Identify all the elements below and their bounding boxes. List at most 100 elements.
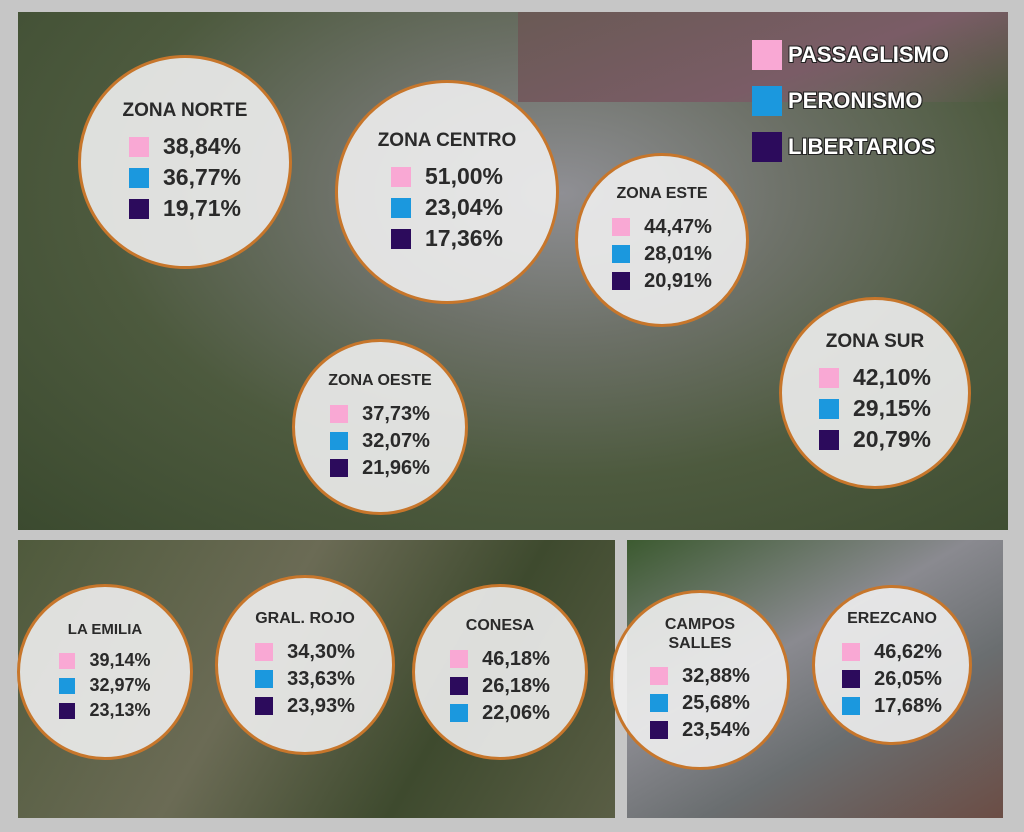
result-row: 20,79%: [818, 426, 931, 453]
swatch: [650, 694, 669, 713]
result-row: 32,07%: [330, 430, 430, 453]
swatch: [390, 166, 411, 187]
legend-label: PERONISMO: [788, 88, 923, 113]
result-row: 29,15%: [818, 395, 931, 422]
swatch: [612, 245, 631, 264]
swatch: [842, 643, 861, 662]
legend: PASSAGLISMO PERONISMO LIBERTARIOS: [752, 32, 949, 170]
zone-circle: ZONA ESTE 44,47% 28,01% 20,91%: [575, 153, 749, 327]
legend-item: PASSAGLISMO: [752, 32, 949, 78]
zone-circle: CAMPOS SALLES 32,88% 25,68% 23,54%: [610, 590, 790, 770]
legend-swatch: [752, 132, 782, 162]
result-row: 17,68%: [842, 695, 942, 718]
legend-item: PERONISMO: [752, 78, 949, 124]
result-row: 38,84%: [128, 133, 241, 160]
result-row: 26,05%: [842, 668, 942, 691]
zone-title: ZONA CENTRO: [377, 129, 517, 151]
percentage: 22,06%: [482, 701, 550, 724]
swatch: [390, 228, 411, 249]
percentage: 20,79%: [852, 426, 931, 453]
percentage: 23,04%: [424, 194, 503, 221]
zone-circle: EREZCANO 46,62% 26,05% 17,68%: [812, 585, 972, 745]
swatch: [818, 429, 839, 450]
percentage: 29,15%: [852, 395, 931, 422]
swatch: [450, 650, 469, 669]
zone-title: ZONA OESTE: [328, 372, 432, 390]
result-row: 33,63%: [255, 668, 355, 691]
swatch: [450, 677, 469, 696]
percentage: 46,18%: [482, 647, 550, 670]
result-row: 21,96%: [330, 457, 430, 480]
result-row: 25,68%: [650, 692, 750, 715]
swatch: [612, 272, 631, 291]
result-row: 51,00%: [390, 163, 503, 190]
zone-title: ZONA NORTE: [122, 99, 248, 121]
result-row: 17,36%: [390, 225, 503, 252]
swatch: [255, 697, 274, 716]
percentage: 38,84%: [162, 133, 241, 160]
result-row: 23,93%: [255, 695, 355, 718]
result-row: 23,54%: [650, 719, 750, 742]
swatch: [255, 670, 274, 689]
swatch: [842, 670, 861, 689]
zone-circle: GRAL. ROJO 34,30% 33,63% 23,93%: [215, 575, 395, 755]
zone-title: CAMPOS SALLES: [664, 616, 736, 652]
zone-circle: LA EMILIA 39,14% 32,97% 23,13%: [17, 584, 193, 760]
percentage: 23,93%: [287, 694, 355, 717]
result-row: 22,06%: [450, 702, 550, 725]
percentage: 28,01%: [644, 242, 712, 265]
percentage: 36,77%: [162, 164, 241, 191]
result-row: 20,91%: [612, 270, 712, 293]
result-row: 34,30%: [255, 641, 355, 664]
percentage: 44,47%: [644, 215, 712, 238]
zone-title: ZONA ESTE: [616, 185, 708, 203]
result-row: 26,18%: [450, 675, 550, 698]
swatch: [59, 702, 76, 719]
percentage: 42,10%: [852, 364, 931, 391]
swatch: [59, 677, 76, 694]
zone-title: EREZCANO: [847, 610, 937, 628]
percentage: 33,63%: [287, 667, 355, 690]
zone-circle: CONESA 46,18% 26,18% 22,06%: [412, 584, 588, 760]
zone-title: CONESA: [465, 617, 535, 635]
percentage: 46,62%: [874, 640, 942, 663]
swatch: [818, 398, 839, 419]
zone-title: LA EMILIA: [67, 620, 143, 638]
percentage: 51,00%: [424, 163, 503, 190]
percentage: 37,73%: [362, 402, 430, 425]
percentage: 23,54%: [682, 718, 750, 741]
legend-swatch: [752, 86, 782, 116]
zone-circle: ZONA NORTE 38,84% 36,77% 19,71%: [78, 55, 292, 269]
swatch: [330, 432, 349, 451]
result-row: 32,97%: [59, 675, 151, 696]
result-row: 23,13%: [59, 700, 151, 721]
swatch: [330, 459, 349, 478]
result-row: 37,73%: [330, 403, 430, 426]
result-row: 46,62%: [842, 641, 942, 664]
result-row: 23,04%: [390, 194, 503, 221]
swatch: [612, 218, 631, 237]
legend-swatch: [752, 40, 782, 70]
result-row: 42,10%: [818, 364, 931, 391]
swatch: [255, 643, 274, 662]
percentage: 34,30%: [287, 640, 355, 663]
zone-title: ZONA SUR: [825, 330, 925, 352]
percentage: 26,05%: [874, 667, 942, 690]
result-row: 46,18%: [450, 648, 550, 671]
result-row: 36,77%: [128, 164, 241, 191]
percentage: 39,14%: [89, 650, 151, 671]
legend-label: PASSAGLISMO: [788, 42, 949, 67]
result-row: 19,71%: [128, 195, 241, 222]
result-row: 39,14%: [59, 650, 151, 671]
percentage: 32,07%: [362, 429, 430, 452]
zone-circle: ZONA SUR 42,10% 29,15% 20,79%: [779, 297, 971, 489]
percentage: 21,96%: [362, 456, 430, 479]
swatch: [818, 367, 839, 388]
percentage: 32,88%: [682, 664, 750, 687]
swatch: [390, 197, 411, 218]
swatch: [650, 721, 669, 740]
zone-circle: ZONA OESTE 37,73% 32,07% 21,96%: [292, 339, 468, 515]
result-row: 28,01%: [612, 243, 712, 266]
percentage: 17,68%: [874, 694, 942, 717]
